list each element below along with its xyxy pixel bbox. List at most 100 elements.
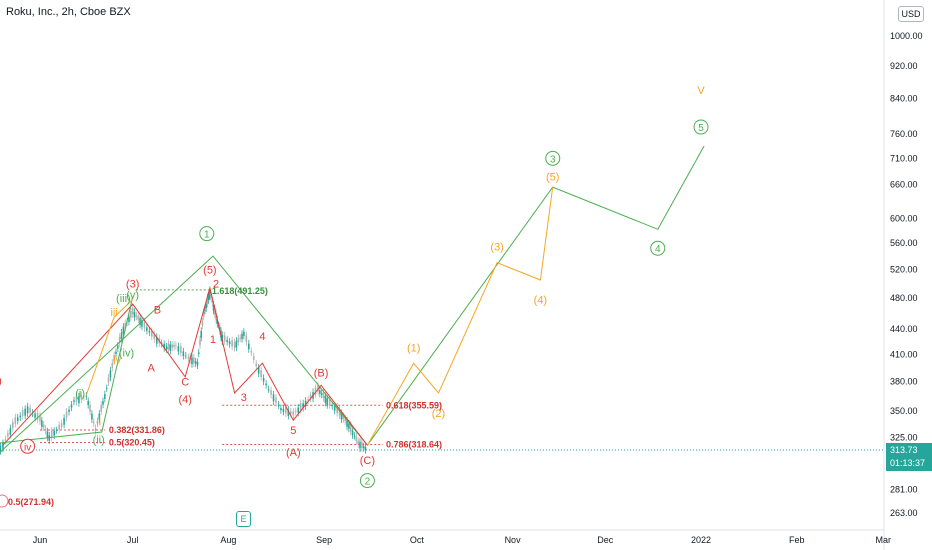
candle-body (297, 407, 300, 413)
x-tick-label: 2022 (691, 535, 711, 545)
candle-body (231, 340, 233, 347)
candle-body (91, 413, 93, 420)
candle-body (255, 363, 258, 366)
y-tick-label: 480.00 (890, 293, 918, 303)
candle-body (304, 400, 307, 407)
wave-label: (4) (534, 295, 547, 307)
candle-body (120, 332, 123, 339)
wave-label-circle (545, 150, 561, 166)
wave-label: (5) (203, 265, 216, 277)
candle-body (68, 409, 70, 412)
candle-body (235, 340, 238, 348)
candle-body (102, 401, 104, 405)
candle-body (282, 408, 285, 412)
wave-label-circle (20, 438, 36, 454)
candle-body (275, 397, 277, 403)
x-tick-label: Aug (220, 535, 236, 545)
candle-body (44, 428, 47, 431)
candle-body (285, 406, 287, 414)
candle-body (42, 424, 45, 428)
candle-body (122, 326, 125, 334)
candle-body (177, 346, 180, 352)
candle-body (196, 361, 199, 366)
x-tick-label: Oct (410, 535, 425, 545)
candle-body (24, 408, 26, 416)
candle-body (171, 344, 173, 348)
candle-body (184, 355, 187, 357)
currency-button[interactable]: USD (898, 6, 924, 22)
candle-body (260, 370, 262, 377)
candle-body (151, 330, 153, 337)
candle-body (153, 334, 156, 340)
candle-body (107, 377, 110, 383)
candle-body (307, 399, 309, 401)
candle-body (175, 345, 177, 347)
candle-body (78, 396, 80, 404)
candle-body (26, 406, 29, 414)
wave-label: iv (24, 442, 31, 453)
candle-body (243, 331, 245, 336)
candle-body (228, 341, 231, 345)
candle-body (111, 362, 114, 368)
candle-body (75, 396, 78, 403)
wave-path-green-primary (0, 145, 705, 453)
candle-body (346, 420, 348, 427)
candle-body (92, 421, 95, 424)
candle-body (212, 304, 215, 311)
candle-body (118, 336, 121, 344)
wave-path-green-subwave (0, 296, 134, 444)
y-tick-label: 520.00 (890, 265, 918, 275)
candle-body (270, 390, 272, 395)
candle-body (89, 404, 91, 412)
candle-body (202, 311, 205, 317)
chart-title: Roku, Inc., 2h, Cboe BZX (6, 6, 131, 18)
candle-body (324, 395, 327, 403)
wave-label: 3 (241, 392, 247, 404)
wave-label: iii (110, 307, 117, 319)
candle-body (206, 296, 209, 304)
y-tick-label: 560.00 (890, 238, 918, 248)
wave-label: 2 (213, 279, 219, 291)
candle-body (226, 339, 228, 343)
candle-body (148, 330, 151, 333)
candle-body (336, 406, 338, 414)
wave-label: B (154, 304, 161, 316)
y-tick-label: 263.00 (890, 508, 918, 518)
wave-label: (3) (126, 279, 139, 291)
candle-body (205, 304, 207, 309)
candle-body (46, 431, 49, 438)
candle-body (340, 413, 343, 420)
candle-body (83, 396, 85, 398)
wave-label: (1) (407, 343, 420, 355)
candle-body (191, 357, 193, 365)
y-tick-label: 410.00 (890, 349, 918, 359)
candle-body (135, 315, 138, 317)
candle-body (85, 395, 88, 397)
candle-body (34, 413, 36, 418)
candle-body (169, 344, 172, 351)
candle-body (364, 447, 367, 451)
candle-body (333, 406, 336, 411)
candle-body (7, 433, 9, 437)
fib-level-label: 0.786(318.64) (386, 439, 442, 449)
wave-label-circle (0, 377, 2, 386)
candle-body (262, 378, 265, 382)
wave-label: A (148, 363, 156, 375)
wave-label: 1 (204, 230, 210, 241)
candle-body (338, 409, 341, 416)
fib-level-label: 0.5(320.45) (109, 437, 155, 447)
candle-body (200, 330, 203, 338)
candle-body (317, 385, 319, 392)
candle-body (94, 428, 97, 431)
candle-body (257, 367, 260, 374)
wave-path-orange-wave (366, 187, 554, 446)
candle-body (63, 417, 65, 425)
candle-body (4, 439, 7, 441)
candle-body (2, 443, 4, 449)
candle-body (359, 441, 361, 449)
earnings-badge[interactable]: E (236, 511, 251, 527)
fib-level-label: 0.382(331.86) (109, 425, 165, 435)
candle-body (204, 309, 206, 311)
candle-body (265, 383, 267, 386)
